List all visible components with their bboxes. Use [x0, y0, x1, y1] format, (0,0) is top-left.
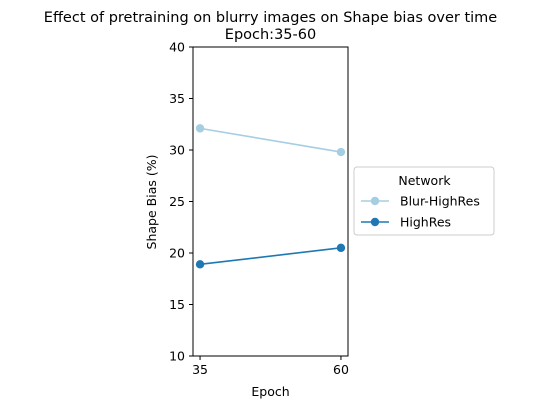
- data-point-0-0: [195, 124, 205, 133]
- y-tick-label-6: 40: [169, 40, 185, 55]
- x-tick-label-1: 60: [333, 362, 349, 377]
- legend-title: Network: [398, 173, 451, 188]
- y-tick-label-0: 10: [169, 349, 185, 364]
- x-axis-label: Epoch: [251, 384, 289, 399]
- data-point-0-1: [336, 147, 346, 157]
- data-point-1-0: [195, 260, 205, 269]
- legend-label-0: Blur-HighRes: [400, 194, 480, 209]
- legend-label-1: HighRes: [400, 215, 451, 230]
- y-tick-label-5: 35: [169, 91, 185, 106]
- y-tick-label-4: 30: [169, 143, 185, 158]
- legend-marker-1: [370, 217, 380, 227]
- series-line-0: [199, 127, 342, 153]
- series-line-1: [199, 247, 342, 266]
- data-point-1-1: [336, 243, 346, 253]
- y-tick-label-1: 15: [169, 297, 185, 312]
- chart-subtitle: Epoch:35-60: [225, 27, 316, 43]
- legend-frame: [353, 166, 495, 236]
- plot-area: 10 15 20 25 30 35 40 35 60: [169, 40, 349, 378]
- x-tick-label-0: 35: [192, 362, 208, 377]
- legend: Network Blur-HighRes HighRes: [353, 166, 495, 236]
- legend-marker-0: [370, 196, 380, 206]
- y-tick-label-3: 25: [169, 194, 185, 209]
- y-tick-label-2: 20: [169, 246, 185, 261]
- y-axis-label: Shape Bias (%): [144, 155, 159, 250]
- chart-title: Effect of pretraining on blurry images o…: [44, 10, 498, 26]
- plot-frame: [192, 46, 349, 357]
